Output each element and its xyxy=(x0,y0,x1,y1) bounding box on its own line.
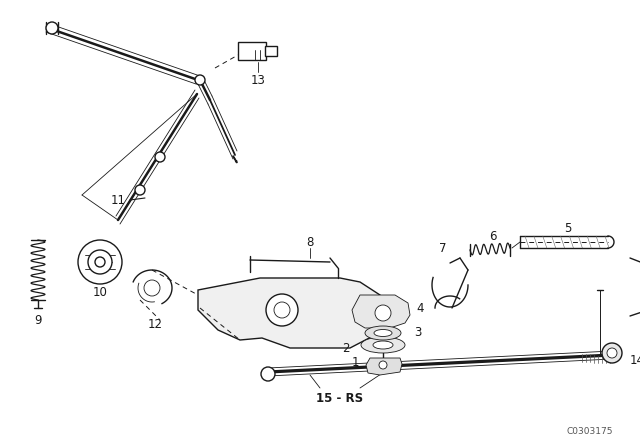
Text: 6: 6 xyxy=(489,231,497,244)
Circle shape xyxy=(379,361,387,369)
Circle shape xyxy=(195,75,205,85)
Text: 13: 13 xyxy=(251,73,266,86)
Circle shape xyxy=(78,240,122,284)
Text: 12: 12 xyxy=(147,319,163,332)
Bar xyxy=(238,42,266,60)
Circle shape xyxy=(375,305,391,321)
Circle shape xyxy=(144,280,160,296)
Circle shape xyxy=(88,250,112,274)
Polygon shape xyxy=(198,278,380,348)
Text: 15 - RS: 15 - RS xyxy=(316,392,364,405)
Text: 5: 5 xyxy=(564,221,572,234)
Ellipse shape xyxy=(373,341,393,349)
Text: 4: 4 xyxy=(416,302,424,314)
Text: 9: 9 xyxy=(35,314,42,327)
Circle shape xyxy=(155,152,165,162)
Text: 1: 1 xyxy=(351,356,359,369)
Text: 14: 14 xyxy=(630,353,640,366)
Circle shape xyxy=(135,185,145,195)
Circle shape xyxy=(602,343,622,363)
Polygon shape xyxy=(352,295,410,328)
Text: 11: 11 xyxy=(111,194,125,207)
Text: 2: 2 xyxy=(342,341,349,354)
Text: 8: 8 xyxy=(307,236,314,249)
Polygon shape xyxy=(366,358,402,375)
Circle shape xyxy=(95,257,105,267)
Circle shape xyxy=(607,348,617,358)
Bar xyxy=(265,46,277,56)
Text: C0303175: C0303175 xyxy=(567,427,613,436)
Text: 7: 7 xyxy=(439,241,447,254)
Circle shape xyxy=(266,294,298,326)
Ellipse shape xyxy=(361,337,405,353)
Circle shape xyxy=(261,367,275,381)
Ellipse shape xyxy=(374,329,392,336)
Ellipse shape xyxy=(365,326,401,340)
Circle shape xyxy=(274,302,290,318)
Circle shape xyxy=(46,22,58,34)
Text: 3: 3 xyxy=(414,326,422,339)
Text: 10: 10 xyxy=(93,285,108,298)
FancyArrow shape xyxy=(233,156,237,163)
